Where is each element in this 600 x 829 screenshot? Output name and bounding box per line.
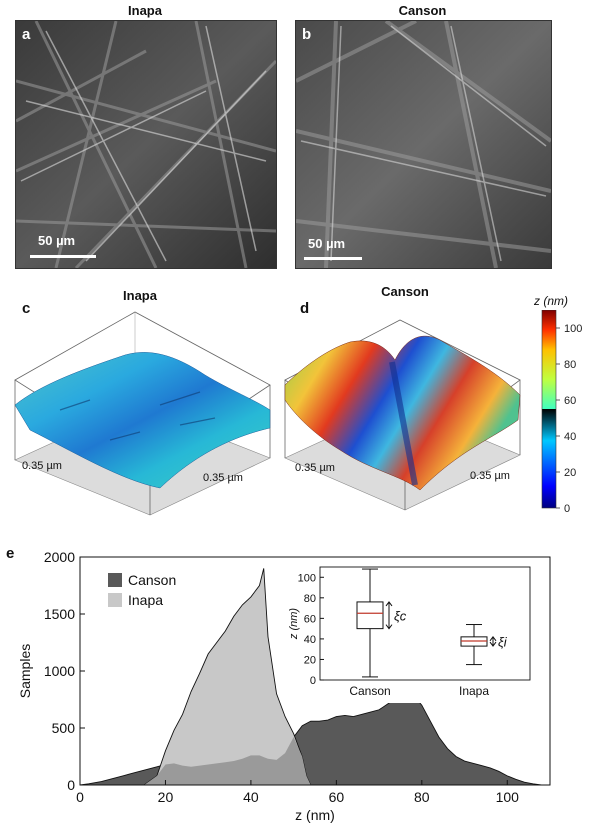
inset-y-axis-label: z (nm) <box>288 608 300 641</box>
arrow-head-up <box>489 636 497 642</box>
x-tick-label: 80 <box>414 789 430 805</box>
y-tick-label: 500 <box>52 720 76 736</box>
colorbar-tick-label: 60 <box>564 395 576 407</box>
x-axis-label: z (nm) <box>295 807 335 823</box>
sem-image-canson: b 50 µm <box>295 20 552 269</box>
panel-c-title: Inapa <box>123 288 157 303</box>
histogram-overlap <box>144 737 311 785</box>
inset-y-tick-label: 100 <box>298 572 316 584</box>
sem-inapa-texture <box>16 21 276 268</box>
colorbar-tick-label: 100 <box>564 323 582 335</box>
panel-d-dim-left: 0.35 µm <box>295 462 335 474</box>
panel-a-scale-label: 50 µm <box>38 233 76 248</box>
colorbar-tick-label: 20 <box>564 467 576 479</box>
panel-e-letter: e <box>6 545 15 562</box>
arrow-head-down <box>385 624 393 630</box>
box-canson <box>356 601 384 630</box>
inset-bg <box>285 560 540 703</box>
y-tick-label: 1000 <box>44 663 75 679</box>
inset-y-tick-label: 60 <box>304 613 316 625</box>
colorbar-label: z (nm) <box>534 294 568 308</box>
sem-canson-texture <box>296 21 551 268</box>
panel-a-scale-bar <box>30 255 96 258</box>
colorbar-gradient <box>541 310 557 509</box>
histogram-series-canson <box>79 692 542 786</box>
inset-category-label: Inapa <box>459 684 489 698</box>
colorbar-tick-label: 0 <box>564 503 570 515</box>
panel-a-letter: a <box>22 26 31 43</box>
colorbar-tick-label: 80 <box>564 359 576 371</box>
panel-b-scale-label: 50 µm <box>308 236 346 251</box>
panel-b-scale-bar <box>304 257 362 260</box>
panel-c-dim-right: 0.35 µm <box>203 472 243 484</box>
inset-category-label: Canson <box>349 684 390 698</box>
x-tick-label: 20 <box>158 789 174 805</box>
box-annotation: ξi <box>498 634 508 649</box>
x-tick-label: 100 <box>496 789 520 805</box>
sem-image-inapa: a 50 µm <box>15 20 277 269</box>
x-tick-label: 60 <box>329 789 345 805</box>
y-axis-label: Samples <box>17 644 33 698</box>
arrow-head-down <box>489 641 497 647</box>
panel-b-title: Canson <box>398 3 447 18</box>
colorbar: 100 80 60 40 20 0 <box>541 310 582 515</box>
legend-label-canson: Canson <box>128 572 176 588</box>
inset-frame <box>319 566 531 681</box>
x-tick-label: 0 <box>76 789 84 805</box>
panel-d-dim-right: 0.35 µm <box>470 470 510 482</box>
box-annotation: ξc <box>394 608 407 623</box>
y-tick-label: 0 <box>67 777 75 793</box>
colorbar-tick-label: 40 <box>564 431 576 443</box>
inset-y-tick-label: 80 <box>304 593 316 605</box>
histogram-series-inapa <box>142 568 312 786</box>
legend-swatch-inapa <box>108 593 122 607</box>
inset-y-tick-label: 40 <box>304 634 316 646</box>
legend-label-inapa: Inapa <box>128 592 163 608</box>
inset-y-tick-label: 20 <box>304 654 316 666</box>
legend-swatch-canson <box>108 573 122 587</box>
surface-plot-canson <box>284 319 521 511</box>
surface-plot-inapa <box>14 311 271 516</box>
panel-d-title: Canson <box>381 284 429 299</box>
panel-a-title: Inapa <box>128 3 162 18</box>
y-tick-label: 2000 <box>44 549 75 565</box>
arrow-head-up <box>385 601 393 607</box>
x-tick-label: 40 <box>243 789 259 805</box>
inset-y-tick-label: 0 <box>310 675 316 687</box>
panel-c-letter: c <box>22 300 31 317</box>
panel-d-letter: d <box>300 300 310 317</box>
y-tick-label: 1500 <box>44 606 75 622</box>
panel-c-dim-left: 0.35 µm <box>22 460 62 472</box>
panel-b-letter: b <box>302 26 312 43</box>
